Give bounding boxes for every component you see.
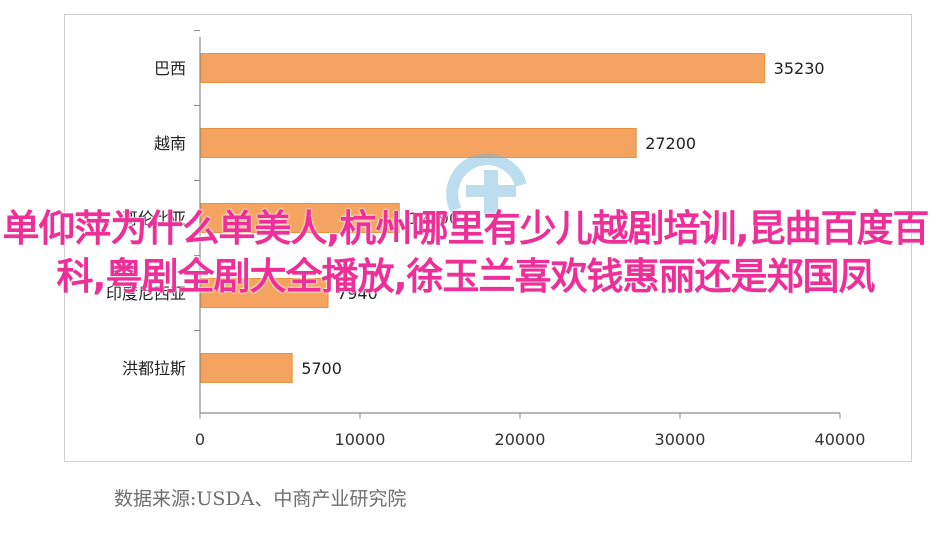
source-note: 数据来源:USDA、中商产业研究院 <box>114 488 407 510</box>
x-tick-label: 20000 <box>495 430 546 449</box>
data-label: 35230 <box>774 59 825 78</box>
bar <box>200 128 637 158</box>
x-tick-label: 0 <box>195 430 205 449</box>
data-label: 5700 <box>301 359 342 378</box>
category-label: 越南 <box>154 134 186 153</box>
data-label: 27200 <box>645 134 696 153</box>
bar <box>200 53 766 83</box>
category-label: 巴西 <box>154 59 186 78</box>
category-label: 哥伦比亚 <box>122 209 186 228</box>
bar <box>200 278 329 308</box>
bar <box>200 353 293 383</box>
bar <box>200 203 400 233</box>
chart-frame: 0 10000 20000 30000 40000 巴西 35230 越南 27200 哥伦比亚 1… <box>64 14 912 462</box>
watermark-logo-icon <box>436 150 536 234</box>
bar-chart: 0 10000 20000 30000 40000 巴西 35230 越南 27200 哥伦比亚 1… <box>106 30 866 449</box>
overlay-caption: 单仰萍为什么单美人,杭州哪里有少儿越剧培训,昆曲百度百科,粤剧全剧大全播放,徐玉… <box>2 207 929 298</box>
x-tick-label: 30000 <box>655 430 706 449</box>
x-tick-label: 40000 <box>815 430 866 449</box>
x-tick-label: 10000 <box>335 430 386 449</box>
data-label: 7940 <box>337 284 378 303</box>
data-label: 12390 <box>408 209 459 228</box>
category-label: 洪都拉斯 <box>122 359 186 378</box>
category-label: 印度尼西亚 <box>106 284 186 303</box>
